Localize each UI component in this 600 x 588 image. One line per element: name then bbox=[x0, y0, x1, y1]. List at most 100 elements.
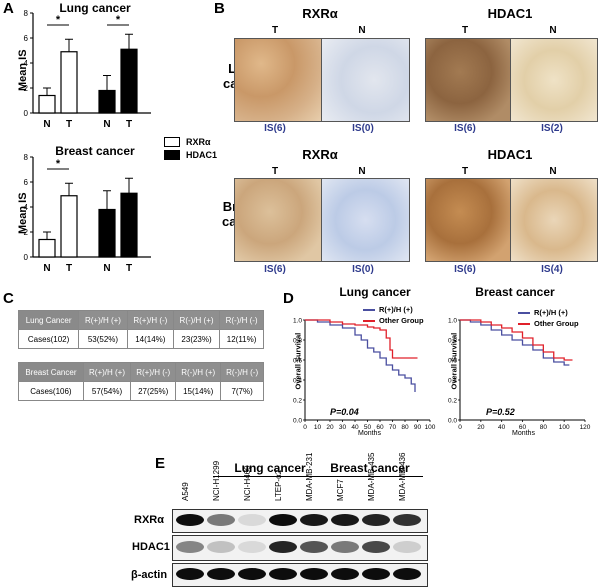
km-y-tick-label: 0.6 bbox=[293, 358, 302, 365]
km-breast-legend: R(+)/H (+) Other Group bbox=[518, 308, 579, 328]
km-y-tick-label: 0.2 bbox=[448, 398, 457, 405]
table-cell: 7(7%) bbox=[220, 381, 264, 401]
blot-label-actin: β-actin bbox=[131, 569, 168, 581]
blot-band bbox=[238, 568, 266, 580]
ihc-head-t: T bbox=[461, 166, 469, 177]
blot-band bbox=[176, 541, 204, 553]
km-legend-line bbox=[518, 322, 530, 325]
km-legend-label: R(+)/H (+) bbox=[379, 305, 413, 314]
table-lung: Lung Cancer R(+)/H (+) R(+)/H (-) R(-)/H… bbox=[17, 310, 264, 349]
ihc-head-t: T bbox=[271, 25, 279, 36]
km-lung-legend: R(+)/H (+) Other Group bbox=[363, 305, 424, 325]
blot-band bbox=[207, 568, 235, 580]
table-cell: R(+)/H (+) bbox=[82, 362, 132, 382]
y-tick-label: 2 bbox=[24, 228, 29, 237]
blot-band bbox=[331, 568, 359, 580]
km-curve bbox=[305, 319, 416, 392]
km-y-tick-label: 1.0 bbox=[293, 318, 302, 325]
ihc-head-n: N bbox=[549, 25, 557, 36]
km-legend-line bbox=[363, 319, 375, 322]
blot-band bbox=[238, 541, 266, 553]
km-plots: 0.00.20.40.60.81.00 10 20 30 40 50 60 70 80 90 100… bbox=[293, 318, 591, 432]
km-y-tick-label: 0.0 bbox=[293, 418, 302, 425]
km-curve bbox=[460, 319, 573, 361]
ihc-image-breast-hdac-t bbox=[425, 178, 512, 262]
km-breast-pvalue: P=0.52 bbox=[486, 407, 515, 417]
panel-b-letter: B bbox=[214, 0, 225, 17]
x-category-label: T bbox=[66, 263, 72, 274]
ihc-rxr-title-row1: RXRα bbox=[302, 6, 338, 21]
is-label: IS(0) bbox=[352, 264, 374, 275]
km-legend-line bbox=[518, 311, 530, 314]
x-category-label: N bbox=[103, 263, 110, 274]
table-cell: R(-)/H (-) bbox=[219, 310, 264, 330]
blot-band bbox=[393, 568, 421, 580]
km-breast-xlabel: Months bbox=[512, 430, 535, 437]
legend-hdac-label: HDAC1 bbox=[186, 150, 218, 160]
significance-star: * bbox=[56, 14, 61, 26]
km-y-tick-label: 0.8 bbox=[448, 338, 457, 345]
blot-band bbox=[207, 541, 235, 553]
panel-a-letter: A bbox=[3, 0, 14, 17]
panel-e-letter: E bbox=[155, 455, 166, 472]
km-y-tick-label: 1.0 bbox=[448, 318, 457, 325]
km-breast-title: Breast cancer bbox=[475, 285, 555, 299]
x-category-label: T bbox=[126, 119, 132, 130]
km-lung-xlabel: Months bbox=[358, 430, 381, 437]
panel-a-legend: RXRα HDAC1 bbox=[164, 137, 217, 160]
km-lung-title: Lung cancer bbox=[339, 285, 411, 299]
km-x-tick-label: 80 bbox=[540, 424, 548, 431]
km-x-tick-label: 20 bbox=[477, 424, 485, 431]
blot-band bbox=[269, 541, 297, 553]
km-legend-label: Other Group bbox=[534, 319, 579, 328]
table-cell: 14(14%) bbox=[126, 329, 174, 349]
table-cell: Cases(102) bbox=[17, 329, 80, 349]
panel-c-letter: C bbox=[3, 290, 14, 307]
km-y-tick-label: 0.4 bbox=[448, 378, 457, 385]
km-legend-entry: Other Group bbox=[363, 316, 424, 325]
blot-band bbox=[300, 541, 328, 553]
ihc-head-n: N bbox=[358, 25, 366, 36]
y-tick-label: 0 bbox=[24, 109, 29, 118]
y-tick-label: 6 bbox=[24, 34, 29, 43]
ihc-image-lung-hdac-t bbox=[425, 38, 512, 122]
legend-rxr: RXRα bbox=[164, 137, 217, 147]
ihc-hdac-title-row1: HDAC1 bbox=[487, 6, 533, 21]
blot-band bbox=[331, 541, 359, 553]
km-x-tick-label: 0 bbox=[458, 424, 462, 431]
km-x-tick-label: 20 bbox=[326, 424, 334, 431]
km-y-tick-label: 0.4 bbox=[293, 378, 302, 385]
table-cell: Cases(106) bbox=[18, 381, 84, 401]
ihc-image-breast-hdac-n bbox=[510, 178, 598, 262]
ihc-image-breast-rxr-n bbox=[321, 178, 410, 262]
km-x-tick-label: 90 bbox=[414, 424, 422, 431]
is-label: IS(4) bbox=[541, 264, 563, 275]
table-cell: Breast Cancer bbox=[18, 362, 84, 382]
blot-group-breast-line bbox=[323, 476, 423, 477]
y-tick-label: 8 bbox=[24, 153, 29, 162]
km-x-tick-label: 80 bbox=[401, 424, 409, 431]
km-x-tick-label: 10 bbox=[314, 424, 322, 431]
km-lung-pvalue: P=0.04 bbox=[330, 407, 359, 417]
blot-band bbox=[176, 568, 204, 580]
table-cell: R(-)/H (+) bbox=[172, 310, 221, 330]
chart-a2-plot: 0 2 4 6 8 N T N T * bbox=[24, 153, 151, 274]
km-curve bbox=[460, 319, 570, 366]
is-label: IS(6) bbox=[454, 123, 476, 134]
km-legend-entry: Other Group bbox=[518, 319, 579, 328]
blot-band bbox=[331, 514, 359, 526]
blot-group-lung: Lung cancer bbox=[234, 461, 306, 475]
ihc-head-t: T bbox=[461, 25, 469, 36]
legend-rxr-label: RXRα bbox=[186, 137, 211, 147]
x-category-label: T bbox=[66, 119, 72, 130]
blot-label-rxr: RXRα bbox=[134, 514, 164, 526]
km-x-tick-label: 30 bbox=[339, 424, 347, 431]
table-row: Cases(106) 57(54%) 27(25%) 15(14%) 7(7%) bbox=[18, 381, 264, 401]
km-curve bbox=[305, 319, 418, 359]
x-category-label: N bbox=[43, 263, 50, 274]
blot-group-lung-line bbox=[213, 476, 323, 477]
blot-label-hdac: HDAC1 bbox=[132, 541, 170, 553]
km-legend-entry: R(+)/H (+) bbox=[363, 305, 424, 314]
km-legend-label: Other Group bbox=[379, 316, 424, 325]
